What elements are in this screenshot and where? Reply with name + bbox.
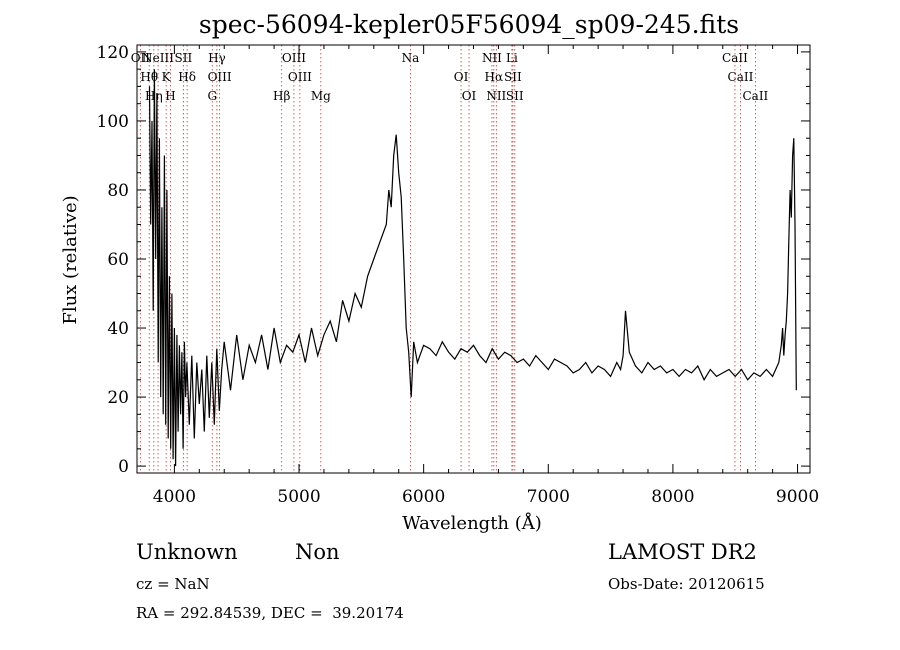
class-label: Unknown: [136, 540, 238, 564]
marker-label: CaII: [728, 70, 754, 84]
plot-frame: [136, 44, 811, 474]
marker-label: OI: [462, 89, 477, 103]
marker-label: G: [207, 89, 217, 103]
marker-label: OIII: [282, 51, 306, 65]
x-tick-label: 4000: [153, 487, 196, 507]
y-tick-label: 80: [107, 181, 129, 201]
subclass-label: Non: [295, 540, 340, 564]
marker-label: Hθ: [140, 70, 158, 84]
marker-label: OI: [454, 70, 469, 84]
marker-label: Hα: [485, 70, 504, 84]
x-tick-label: 8000: [651, 487, 694, 507]
coordinates: RA = 292.84539, DEC = 39.20174: [136, 604, 404, 622]
y-axis-ticks: 0 20 40 60 80 100 120: [97, 43, 810, 477]
y-axis-label: Flux (relative): [60, 195, 81, 324]
marker-label: SII: [504, 70, 522, 84]
obs-date: Obs-Date: 20120615: [608, 575, 765, 593]
marker-label: CaII: [742, 89, 768, 103]
survey-label: LAMOST DR2: [608, 540, 757, 564]
x-axis-ticks: 4000 5000 6000 7000 8000 9000: [153, 45, 819, 507]
marker-label: NeIII: [142, 51, 174, 65]
y-tick-label: 100: [97, 112, 129, 132]
x-tick-label: 6000: [402, 487, 445, 507]
marker-label: OIII: [288, 70, 312, 84]
chart-title: spec-56094-kepler05F56094_sp09-245.fits: [199, 10, 739, 39]
spectrum-series-line: [148, 69, 797, 467]
y-tick-label: 20: [107, 388, 129, 408]
marker-label: Hδ: [178, 70, 196, 84]
line-markers: [139, 45, 756, 473]
x-axis-label: Wavelength (Å): [402, 512, 542, 534]
y-tick-label: 120: [97, 43, 129, 63]
x-tick-label: 5000: [277, 487, 320, 507]
line-marker-labels: OIIHθHηNeIIIKHSIIHδGHγOIIIHβOIIIOIIIMgNa…: [131, 51, 769, 103]
marker-label: Na: [402, 51, 420, 65]
y-tick-label: 0: [118, 457, 129, 477]
marker-label: SII: [506, 89, 524, 103]
x-tick-label: 7000: [527, 487, 570, 507]
marker-label: CaII: [722, 51, 748, 65]
marker-label: OII: [131, 51, 151, 65]
marker-label: NII: [482, 51, 502, 65]
marker-label: H: [165, 89, 175, 103]
marker-label: Hβ: [273, 89, 290, 103]
cz-value: cz = NaN: [136, 575, 210, 593]
marker-label: SII: [175, 51, 193, 65]
marker-label: K: [162, 70, 172, 84]
marker-label: NII: [486, 89, 506, 103]
x-tick-label: 9000: [776, 487, 819, 507]
y-tick-label: 40: [107, 319, 129, 339]
marker-label: Mg: [311, 89, 331, 103]
marker-label: Li: [506, 51, 518, 65]
marker-label: OIII: [208, 70, 232, 84]
y-tick-label: 60: [107, 250, 129, 270]
marker-label: Hγ: [208, 51, 226, 65]
